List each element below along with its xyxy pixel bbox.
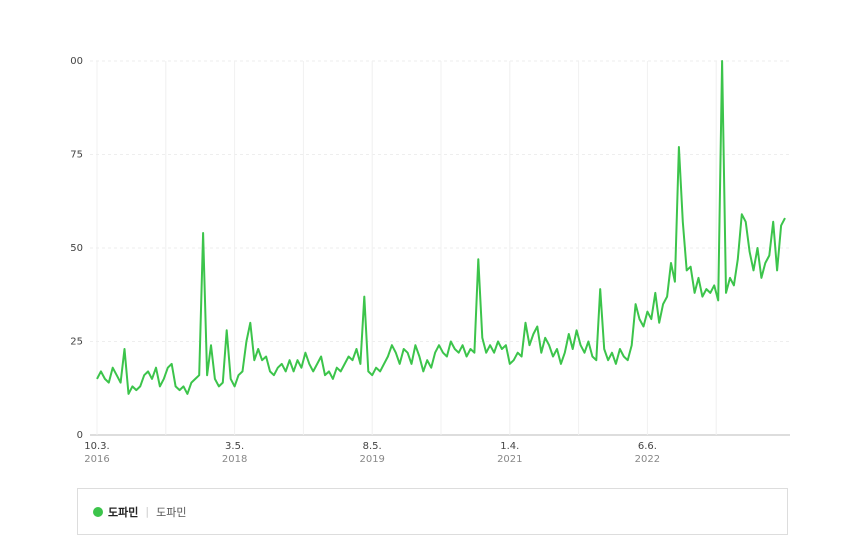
series-line: [96, 60, 786, 395]
y-tick-label: 50: [70, 243, 83, 254]
separator: |: [145, 505, 150, 518]
x-tick-label: 10.3.: [84, 441, 109, 452]
legend-label: 도파민: [108, 505, 139, 519]
x-tick-year: 2018: [222, 454, 247, 465]
x-tick-label: 6.6.: [638, 441, 657, 452]
y-tick-label: 0: [77, 430, 83, 441]
x-tick-label: 8.5.: [363, 441, 382, 452]
y-tick-label: 00: [70, 56, 83, 67]
chart: 0 25 50 75 00 10.3. 2016 3.5. 2018 8.5. 2019 1.4. 20…: [70, 56, 790, 465]
legend-swatch: [93, 506, 103, 517]
x-tick-label: 1.4.: [500, 441, 519, 452]
x-tick-label: 3.5.: [225, 441, 244, 452]
x-tick-year: 2019: [359, 454, 384, 465]
y-tick-label: 75: [70, 150, 83, 161]
legend: 도파민 | 도파민: [77, 488, 788, 535]
legend-keywords: 도파민: [156, 505, 187, 519]
x-tick-year: 2016: [84, 454, 109, 465]
x-tick-year: 2022: [635, 454, 660, 465]
y-tick-label: 25: [70, 337, 83, 348]
x-tick-year: 2021: [497, 454, 522, 465]
